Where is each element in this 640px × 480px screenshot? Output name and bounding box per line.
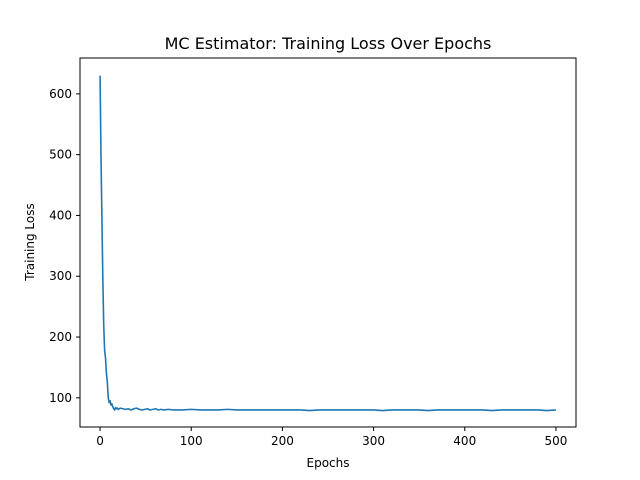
x-tick-label: 200: [271, 434, 294, 448]
x-axis-label: Epochs: [307, 456, 350, 470]
y-tick-label: 300: [49, 269, 72, 283]
y-axis-label: Training Loss: [23, 203, 37, 281]
y-tick-label: 200: [49, 330, 72, 344]
y-tick-label: 500: [49, 148, 72, 162]
chart-title: MC Estimator: Training Loss Over Epochs: [165, 34, 492, 53]
x-tick-label: 100: [180, 434, 203, 448]
y-tick-label: 400: [49, 208, 72, 222]
x-tick-label: 400: [453, 434, 476, 448]
x-tick-label: 500: [544, 434, 567, 448]
plot-area: 0 100 200 300 400 500 100 200 300 400 500 600: [49, 57, 577, 448]
x-tick-label: 300: [362, 434, 385, 448]
y-tick-label: 100: [49, 391, 72, 405]
y-tick-label: 600: [49, 87, 72, 101]
loss-line-0: [99, 75, 556, 412]
x-tick-label: 0: [96, 434, 104, 448]
plot-frame: [79, 57, 577, 428]
